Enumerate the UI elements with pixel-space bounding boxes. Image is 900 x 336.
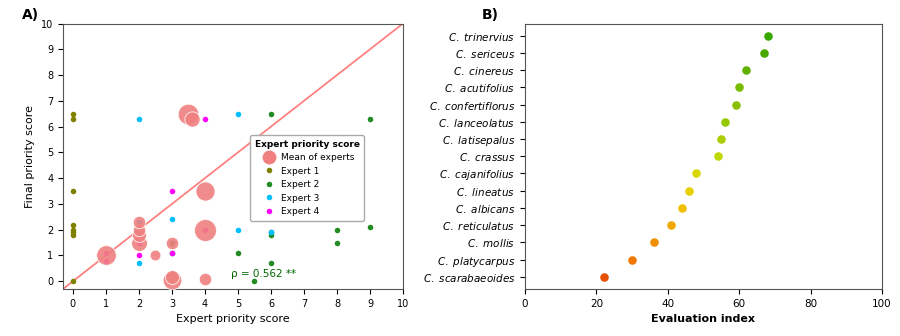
- Point: [66, 229, 80, 235]
- Point: [675, 205, 689, 211]
- Point: [131, 232, 146, 238]
- Point: [363, 224, 377, 230]
- Point: [131, 253, 146, 258]
- Point: [363, 116, 377, 122]
- Point: [66, 111, 80, 116]
- Point: [165, 250, 179, 256]
- Point: [66, 232, 80, 238]
- Point: [230, 250, 245, 256]
- Point: [184, 116, 199, 122]
- Point: [131, 219, 146, 225]
- Point: [66, 116, 80, 122]
- X-axis label: Expert priority score: Expert priority score: [176, 314, 290, 324]
- Point: [66, 279, 80, 284]
- Point: [329, 188, 344, 194]
- Point: [682, 188, 697, 194]
- Point: [165, 275, 179, 280]
- X-axis label: Evaluation index: Evaluation index: [652, 314, 755, 324]
- Point: [760, 33, 775, 38]
- Point: [717, 119, 732, 124]
- Point: [728, 102, 742, 107]
- Y-axis label: Final priority score: Final priority score: [25, 105, 35, 208]
- Point: [264, 229, 278, 235]
- Legend: Mean of experts, Expert 1, Expert 2, Expert 3, Expert 4: Mean of experts, Expert 1, Expert 2, Exp…: [250, 135, 364, 221]
- Point: [99, 258, 113, 263]
- Point: [739, 68, 753, 73]
- Point: [165, 277, 179, 283]
- Point: [732, 85, 746, 90]
- Point: [131, 219, 146, 225]
- Point: [131, 260, 146, 266]
- Point: [329, 240, 344, 245]
- Point: [757, 50, 771, 55]
- Point: [99, 250, 113, 256]
- Point: [646, 240, 661, 245]
- Point: [625, 257, 639, 262]
- Point: [230, 111, 245, 116]
- Text: A): A): [22, 8, 40, 23]
- Point: [689, 171, 704, 176]
- Point: [66, 222, 80, 227]
- Point: [99, 253, 113, 258]
- Point: [198, 188, 212, 194]
- Point: [198, 276, 212, 281]
- Point: [131, 224, 146, 230]
- Point: [165, 188, 179, 194]
- Text: B): B): [482, 8, 500, 23]
- Point: [165, 240, 179, 245]
- Point: [264, 111, 278, 116]
- Point: [198, 227, 212, 233]
- Point: [148, 253, 163, 258]
- Point: [230, 227, 245, 233]
- Point: [131, 227, 146, 233]
- Point: [131, 240, 146, 245]
- Point: [66, 188, 80, 194]
- Point: [711, 154, 725, 159]
- Point: [714, 136, 728, 142]
- Point: [165, 217, 179, 222]
- Point: [248, 279, 262, 284]
- Point: [165, 250, 179, 256]
- Text: ρ = 0.562 **: ρ = 0.562 **: [231, 269, 296, 279]
- Point: [131, 240, 146, 245]
- Point: [329, 227, 344, 233]
- Point: [264, 232, 278, 238]
- Point: [198, 116, 212, 122]
- Point: [664, 222, 679, 228]
- Point: [165, 240, 179, 245]
- Point: [264, 229, 278, 235]
- Point: [181, 111, 195, 116]
- Point: [66, 227, 80, 233]
- Point: [198, 227, 212, 233]
- Point: [131, 116, 146, 122]
- Point: [597, 274, 611, 280]
- Point: [264, 260, 278, 266]
